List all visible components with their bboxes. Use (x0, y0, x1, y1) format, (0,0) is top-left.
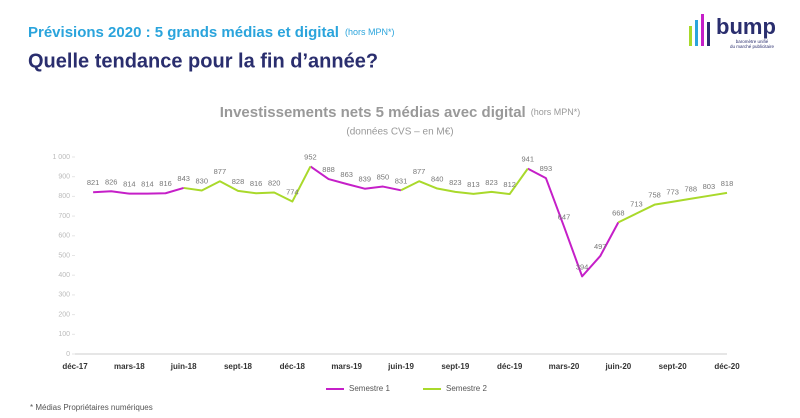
data-label: 758 (648, 191, 661, 200)
data-label: 843 (177, 174, 190, 183)
logo-tagline: baromètre unifié (736, 39, 769, 44)
x-tick-label: déc-17 (62, 362, 88, 371)
data-label: 788 (685, 185, 698, 194)
data-label: 647 (558, 213, 571, 222)
plot: 0 100 200 300 400 500 600 700 800 900 1 000 déc-17 m… (52, 152, 740, 393)
data-label: 713 (630, 200, 643, 209)
data-label: 828 (232, 177, 245, 186)
data-label: 812 (503, 180, 516, 189)
chart-title-text: Investissements nets 5 médias avec digit… (220, 104, 526, 121)
data-label: 823 (449, 178, 462, 187)
y-tick-label: 1 000 (52, 154, 70, 161)
x-tick-label: juin-18 (170, 362, 197, 371)
data-label: 816 (159, 179, 172, 188)
data-label: 774 (286, 188, 299, 197)
data-label: 821 (87, 178, 100, 187)
x-tick-label: déc-19 (497, 362, 523, 371)
data-label: 826 (105, 177, 118, 186)
logo-bar (707, 22, 710, 46)
y-tick-label: 500 (58, 252, 70, 259)
data-label: 863 (340, 170, 353, 179)
y-tick-label: 0 (66, 351, 70, 358)
logo-name: bump (716, 14, 776, 39)
y-tick-label: 100 (58, 331, 70, 338)
y-tick-label: 200 (58, 311, 70, 318)
x-tick-label: juin-20 (604, 362, 631, 371)
y-tick-label: 400 (58, 272, 70, 279)
logo-bar (701, 14, 704, 46)
x-tick-label: déc-18 (280, 362, 306, 371)
data-label: 850 (377, 173, 390, 182)
x-tick-label: sept-20 (659, 362, 688, 371)
logo-tagline: du marché publicitaire (730, 44, 775, 49)
data-label: 888 (322, 165, 335, 174)
x-tick-label: mars-19 (331, 362, 362, 371)
data-label: 816 (250, 179, 263, 188)
data-label: 839 (359, 175, 372, 184)
data-label: 831 (395, 176, 408, 185)
x-tick-label: sept-18 (224, 362, 253, 371)
data-label: 814 (123, 180, 136, 189)
data-label: 823 (485, 178, 498, 187)
chart-title-note: (hors MPN*) (531, 107, 581, 117)
logo-icon (689, 14, 710, 46)
x-tick-label: mars-18 (114, 362, 145, 371)
data-label: 394 (576, 262, 589, 271)
x-tick-label: sept-19 (441, 362, 470, 371)
data-label: 941 (522, 155, 535, 164)
y-tick-label: 300 (58, 292, 70, 299)
logo-bar (689, 26, 692, 46)
y-tick-label: 900 (58, 174, 70, 181)
data-label: 814 (141, 180, 154, 189)
data-label: 840 (431, 175, 444, 184)
data-label: 830 (196, 176, 209, 185)
data-label: 813 (467, 180, 480, 189)
data-label: 820 (268, 178, 281, 187)
chart-title: Investissements nets 5 médias avec digit… (220, 104, 581, 121)
data-label: 893 (540, 164, 553, 173)
y-tick-label: 800 (58, 193, 70, 200)
legend-label: Semestre 2 (446, 384, 487, 393)
header-title: Prévisions 2020 : 5 grands médias et dig… (28, 24, 394, 41)
x-tick-label: déc-20 (714, 362, 740, 371)
data-label: 877 (214, 167, 227, 176)
series-line (93, 165, 620, 278)
data-label: 668 (612, 208, 625, 217)
series-line (183, 165, 728, 224)
data-label: 952 (304, 152, 317, 161)
data-label: 497 (594, 242, 607, 251)
data-label: 803 (703, 182, 716, 191)
header-title-text: Prévisions 2020 : 5 grands médias et dig… (28, 24, 339, 41)
header-subtitle: Quelle tendance pour la fin d’année? (28, 50, 378, 72)
footnote: * Médias Propriétaires numériques (30, 403, 153, 412)
data-label: 877 (413, 167, 426, 176)
y-tick-label: 700 (58, 213, 70, 220)
data-label: 818 (721, 179, 734, 188)
logo-bar (695, 20, 698, 46)
x-tick-label: juin-19 (387, 362, 414, 371)
y-tick-label: 600 (58, 233, 70, 240)
header-title-note: (hors MPN*) (345, 27, 395, 37)
legend-label: Semestre 1 (349, 384, 390, 393)
x-tick-label: mars-20 (549, 362, 580, 371)
data-label: 773 (666, 188, 679, 197)
chart-subtitle: (données CVS – en M€) (346, 127, 453, 138)
